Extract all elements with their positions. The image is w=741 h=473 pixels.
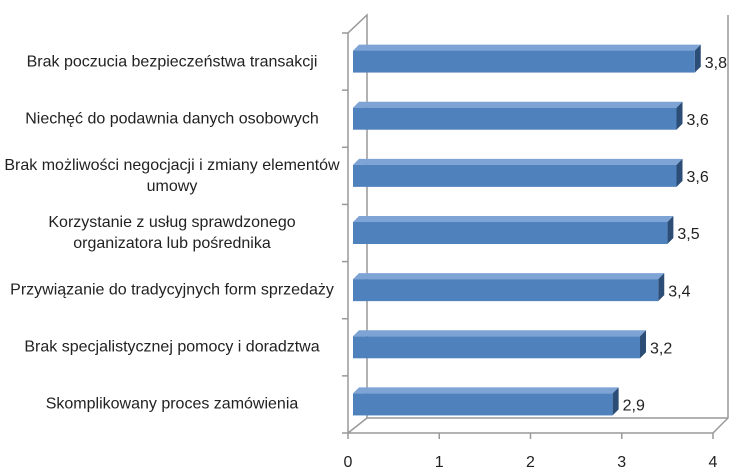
category-label: Korzystanie z usług sprawdzonego organiz… bbox=[48, 214, 296, 252]
value-label: 3,5 bbox=[677, 226, 699, 243]
x-tick-label: 3 bbox=[617, 454, 626, 471]
bar bbox=[353, 222, 668, 244]
bar bbox=[353, 164, 677, 187]
category-label: Skomplikowany proces zamówienia bbox=[45, 395, 299, 413]
bar-top bbox=[353, 158, 683, 165]
bar-side bbox=[640, 330, 646, 359]
category-label: Niechęć do podawnia danych osobowych bbox=[25, 110, 319, 128]
value-label: 3,6 bbox=[687, 112, 709, 129]
value-label: 2,9 bbox=[623, 398, 645, 415]
bar-top bbox=[353, 273, 665, 280]
bar-top bbox=[353, 387, 619, 394]
bar bbox=[353, 393, 613, 416]
bar-side bbox=[667, 216, 674, 244]
value-label: 3,8 bbox=[705, 55, 727, 72]
category-label: Przywiązanie do tradycyjnych form sprzed… bbox=[10, 281, 334, 299]
x-tick-label: 4 bbox=[709, 454, 718, 471]
value-label: 3,6 bbox=[687, 169, 709, 186]
bar-side bbox=[676, 101, 683, 130]
category-label: Brak możliwości negocjacji i zmiany elem… bbox=[4, 156, 340, 195]
bar-top bbox=[353, 44, 701, 51]
x-tick-label: 2 bbox=[526, 454, 535, 471]
bar-side bbox=[612, 387, 619, 416]
category-label: Brak specjalistycznej pomocy i doradztwa bbox=[24, 338, 320, 356]
bar bbox=[353, 336, 640, 359]
bar-side bbox=[694, 44, 701, 73]
bar bbox=[353, 279, 659, 302]
x-tick-label: 0 bbox=[344, 454, 353, 471]
bar-top bbox=[353, 101, 683, 108]
bar-top bbox=[353, 216, 674, 222]
axis-wall bbox=[347, 13, 368, 434]
bar-top bbox=[353, 330, 646, 337]
x-tick-label: 1 bbox=[435, 454, 444, 471]
value-label: 3,2 bbox=[650, 341, 672, 358]
bar-side bbox=[658, 273, 665, 302]
bar-side bbox=[676, 158, 683, 187]
bar bbox=[353, 50, 695, 73]
value-label: 3,4 bbox=[668, 283, 690, 300]
bar bbox=[353, 107, 677, 130]
category-label: Brak poczucia bezpieczeństwa transakcji bbox=[26, 53, 318, 71]
